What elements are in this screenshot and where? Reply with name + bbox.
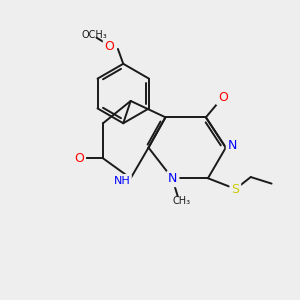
Text: S: S [231,183,239,196]
Text: O: O [105,40,115,53]
Text: O: O [74,152,84,165]
Text: O: O [218,91,228,103]
Text: NH: NH [113,176,130,186]
Text: OCH₃: OCH₃ [81,30,107,40]
Text: N: N [168,172,178,185]
Text: CH₃: CH₃ [172,196,190,206]
Text: N: N [228,139,237,152]
